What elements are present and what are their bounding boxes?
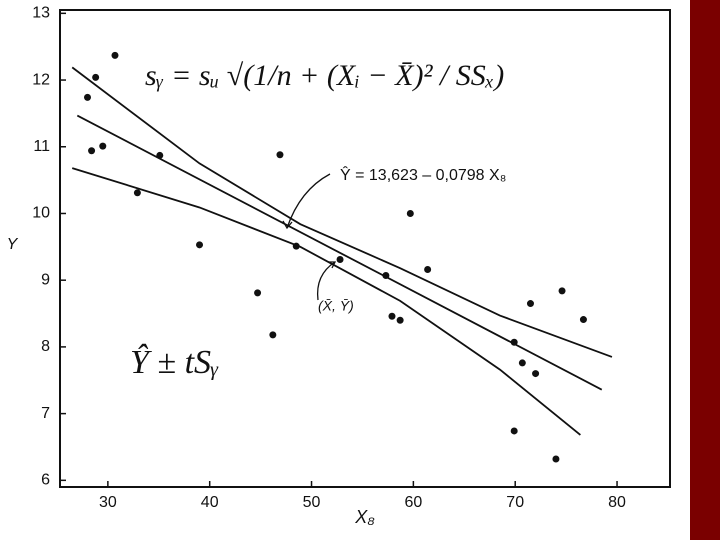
data-point	[510, 427, 518, 435]
data-point	[558, 287, 566, 295]
formula: sᵧ = sᵤ √(1/n + (Xᵢ − X̄)² / SSₓ)	[145, 59, 504, 92]
y-tick-label: 11	[33, 138, 50, 155]
x-tick-label: 40	[201, 494, 219, 511]
data-point	[254, 289, 262, 297]
y-tick-label: 9	[41, 271, 50, 288]
regression-label: Ŷ = 13,623 – 0,0798 X₈	[340, 165, 506, 184]
y-tick-label: 7	[41, 405, 50, 422]
data-point	[196, 241, 204, 249]
x-tick-label: 70	[506, 494, 524, 511]
y-tick-label: 8	[41, 338, 50, 355]
x-tick-label: 30	[99, 494, 117, 511]
data-point	[532, 370, 540, 378]
data-point	[396, 316, 404, 324]
y-axis-label: Y	[7, 236, 19, 253]
data-point	[336, 256, 344, 264]
arrow-head	[328, 261, 337, 269]
line	[71, 66, 613, 358]
data-point	[99, 142, 107, 150]
data-point	[92, 73, 100, 81]
data-point	[276, 151, 284, 159]
y-tick-label: 10	[32, 205, 50, 222]
x-tick-label: 60	[404, 494, 422, 511]
x-axis-label: X₈	[354, 507, 375, 527]
data-point	[269, 331, 277, 339]
data-point	[552, 455, 560, 463]
y-tick-label: 6	[41, 472, 50, 489]
data-point	[424, 266, 432, 274]
line	[71, 167, 581, 436]
line	[76, 114, 603, 391]
annotation-arrow	[286, 173, 331, 229]
mean-label: (X̄, Ȳ)	[318, 298, 354, 314]
x-tick-label: 50	[303, 494, 321, 511]
data-point	[579, 316, 587, 324]
band-label: Ŷ ± tSᵧ	[130, 344, 219, 381]
data-point	[133, 189, 141, 197]
data-point	[406, 209, 414, 217]
x-tick-label: 80	[608, 494, 626, 511]
data-point	[526, 300, 534, 308]
data-point	[111, 51, 119, 59]
data-point	[388, 312, 396, 320]
data-point	[83, 93, 91, 101]
y-tick-label: 12	[32, 71, 50, 88]
plot-frame	[59, 9, 671, 488]
data-point	[88, 147, 96, 155]
data-point	[518, 359, 526, 367]
y-tick-label: 13	[32, 5, 50, 22]
side-bar	[690, 0, 720, 540]
